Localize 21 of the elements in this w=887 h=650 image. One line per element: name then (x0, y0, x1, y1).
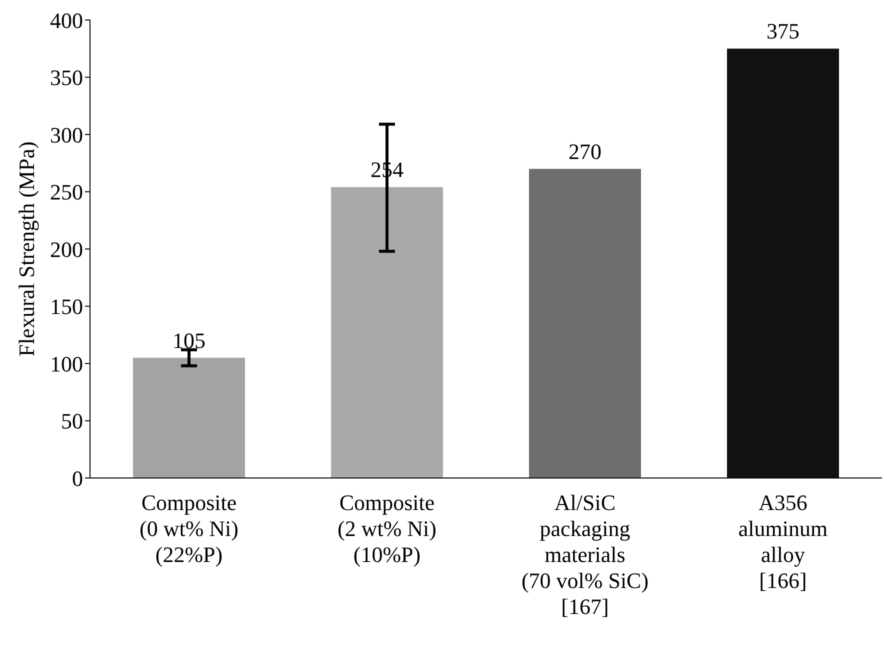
x-tick-label: A356 aluminum alloy [166] (738, 490, 828, 593)
data-label: 105 (172, 328, 206, 353)
y-tick-label: 100 (50, 351, 83, 376)
x-tick-label: Composite (2 wt% Ni) (10%P) (338, 490, 436, 567)
y-tick-label: 200 (50, 236, 83, 262)
x-tick-label: Composite (0 wt% Ni) (22%P) (140, 490, 238, 567)
x-tick-label: Al/SiC packaging materials (70 vol% SiC) [167] (521, 490, 649, 619)
data-label: 375 (766, 18, 800, 44)
y-tick-label: 400 (50, 8, 83, 33)
data-label: 270 (568, 138, 602, 164)
y-tick-label: 150 (50, 294, 83, 320)
y-axis-title: Flexural Strength (MPa) (14, 141, 39, 357)
bar (133, 358, 245, 478)
y-tick-label: 250 (50, 180, 83, 205)
y-tick-label: 300 (50, 122, 83, 148)
bar (529, 168, 641, 478)
y-tick-label: 50 (61, 408, 83, 434)
y-tick-label: 0 (72, 466, 83, 491)
y-tick-label: 350 (50, 65, 83, 90)
bar (331, 187, 443, 478)
bar (727, 48, 839, 478)
